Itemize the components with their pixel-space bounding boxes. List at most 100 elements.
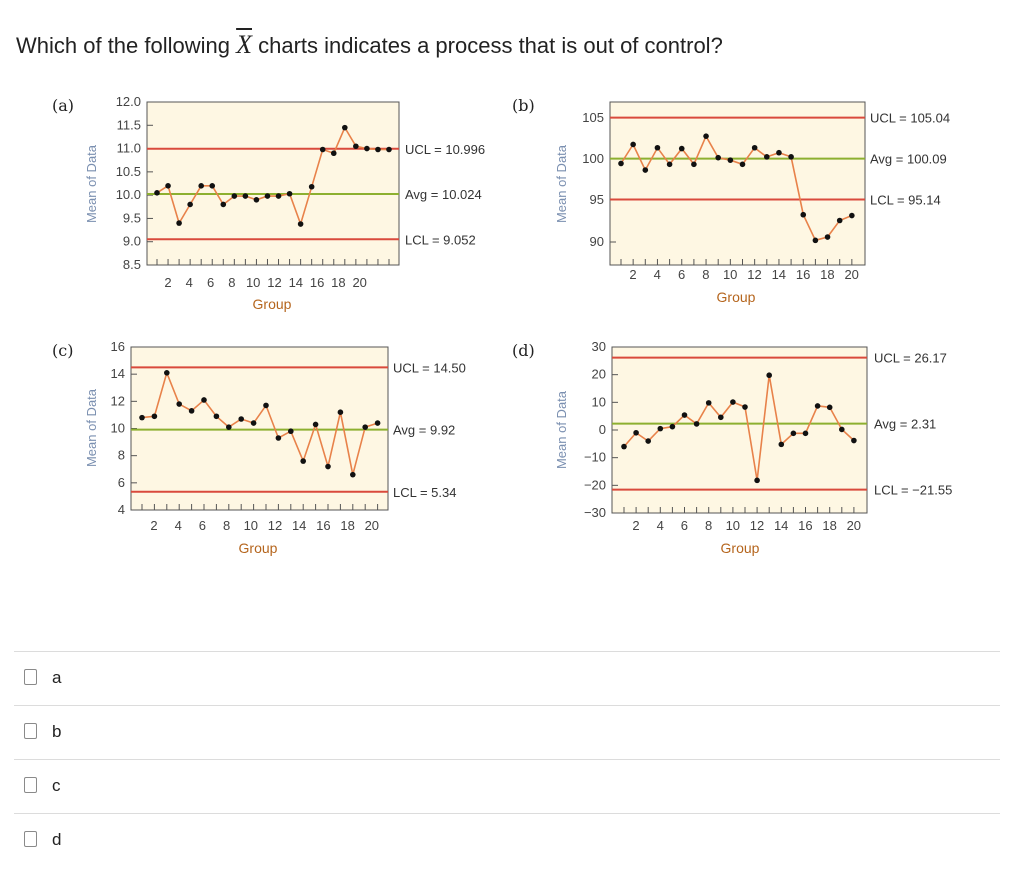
x-tick-label: 12 bbox=[750, 518, 764, 533]
data-point bbox=[220, 201, 227, 208]
y-axis-title: Mean of Data bbox=[554, 144, 569, 223]
data-point bbox=[300, 458, 307, 464]
y-tick-label: 11.0 bbox=[117, 141, 141, 156]
x-axis-title: Group bbox=[717, 289, 756, 305]
ucl-label: UCL = 10.996 bbox=[405, 142, 485, 157]
data-point bbox=[275, 435, 282, 441]
data-point bbox=[849, 212, 855, 219]
data-point bbox=[730, 399, 736, 405]
x-tick-label: 12 bbox=[268, 518, 282, 533]
lcl-label: LCL = −21.55 bbox=[874, 483, 952, 498]
data-point bbox=[151, 413, 158, 420]
data-point bbox=[681, 412, 688, 418]
x-tick-label: 20 bbox=[365, 518, 379, 533]
y-tick-label: 9.5 bbox=[123, 210, 141, 225]
avg-label: Avg = 100.09 bbox=[870, 152, 947, 167]
data-point bbox=[790, 430, 797, 437]
option-a[interactable]: a bbox=[14, 651, 1000, 705]
lcl-label: LCL = 5.34 bbox=[393, 485, 456, 500]
x-tick-label: 8 bbox=[223, 518, 230, 533]
y-tick-label: 11.5 bbox=[117, 117, 141, 132]
y-tick-label: 10 bbox=[111, 421, 125, 436]
chart-c-tag: (c) bbox=[52, 341, 74, 360]
data-point bbox=[242, 193, 249, 199]
option-c[interactable]: c bbox=[14, 759, 1000, 813]
data-point bbox=[264, 193, 271, 199]
option-a-checkbox[interactable] bbox=[24, 669, 37, 685]
data-point bbox=[824, 234, 831, 240]
x-tick-label: 14 bbox=[774, 518, 788, 533]
data-point bbox=[851, 437, 857, 444]
data-point bbox=[362, 424, 369, 430]
data-point bbox=[814, 403, 821, 409]
data-point bbox=[187, 201, 193, 208]
data-point bbox=[764, 154, 770, 160]
x-tick-label: 8 bbox=[228, 275, 235, 290]
data-point bbox=[286, 190, 293, 197]
chart-c-svg: 16 14 12 10 8 6 4 2 4 6 8 10 12 14 16 18 20 UCL = 14.50 Av… bbox=[84, 339, 466, 556]
y-tick-label: 10 bbox=[592, 394, 606, 409]
question-suffix: charts indicates a process that is out o… bbox=[252, 33, 723, 58]
chart-a-tag: (a) bbox=[52, 96, 75, 115]
option-c-label: c bbox=[52, 776, 61, 795]
data-point bbox=[209, 183, 216, 189]
x-tick-label: 16 bbox=[310, 275, 324, 290]
option-d[interactable]: d bbox=[14, 813, 1000, 867]
data-point bbox=[751, 144, 758, 151]
x-tick-label: 2 bbox=[632, 518, 639, 533]
data-point bbox=[766, 372, 772, 379]
data-point bbox=[778, 441, 785, 448]
x-tick-label: 20 bbox=[844, 267, 858, 282]
x-tick-label: 18 bbox=[331, 275, 345, 290]
option-b[interactable]: b bbox=[14, 705, 1000, 759]
x-tick-label: 16 bbox=[796, 267, 810, 282]
data-point bbox=[375, 146, 381, 153]
x-tick-label: 6 bbox=[681, 518, 688, 533]
option-d-checkbox[interactable] bbox=[24, 831, 37, 847]
data-point bbox=[633, 429, 639, 436]
data-point bbox=[308, 183, 315, 190]
option-d-label: d bbox=[52, 830, 62, 849]
data-point bbox=[754, 477, 760, 484]
data-point bbox=[836, 217, 843, 224]
y-tick-label: −20 bbox=[584, 477, 606, 492]
data-point bbox=[618, 160, 624, 167]
data-point bbox=[353, 143, 359, 150]
data-point bbox=[165, 183, 171, 189]
x-tick-label: 8 bbox=[705, 518, 712, 533]
x-tick-label: 4 bbox=[654, 267, 661, 282]
data-point bbox=[703, 133, 709, 139]
chart-b-svg: 105 100 95 90 2 4 6 8 10 12 14 16 18 20 UCL = 105.04 Av… bbox=[554, 101, 950, 305]
data-point bbox=[621, 443, 627, 450]
option-b-label: b bbox=[52, 722, 62, 741]
y-tick-label: 10.0 bbox=[116, 187, 141, 202]
data-point bbox=[788, 154, 794, 160]
x-tick-label: 6 bbox=[207, 275, 214, 290]
chart-d-svg: 30 20 10 0 −10 −20 −30 2 4 6 8 10 12 14 16 18 20 UCL = 26… bbox=[554, 339, 952, 556]
y-tick-label: 100 bbox=[582, 151, 604, 166]
option-c-checkbox[interactable] bbox=[24, 777, 37, 793]
x-tick-label: 16 bbox=[798, 518, 812, 533]
data-point bbox=[297, 221, 304, 227]
data-point bbox=[802, 430, 809, 437]
x-tick-label: 2 bbox=[629, 267, 636, 282]
option-b-checkbox[interactable] bbox=[24, 723, 37, 739]
data-point bbox=[776, 149, 782, 156]
y-tick-label: 9.0 bbox=[123, 234, 141, 249]
x-tick-label: 14 bbox=[772, 267, 786, 282]
y-tick-label: 95 bbox=[590, 192, 604, 207]
x-tick-label: 4 bbox=[186, 275, 193, 290]
x-tick-label: 2 bbox=[164, 275, 171, 290]
chart-a-svg: 12.0 11.5 11.0 10.5 10.0 9.5 9.0 8.5 2 4 6 8 10 12 14 1… bbox=[84, 94, 485, 312]
chart-d-tag: (d) bbox=[512, 341, 535, 360]
answer-options: a b c d bbox=[14, 651, 1000, 867]
ucl-label: UCL = 26.17 bbox=[874, 351, 947, 366]
x-tick-label: 6 bbox=[199, 518, 206, 533]
x-tick-label: 18 bbox=[820, 267, 834, 282]
data-point bbox=[839, 426, 845, 433]
x-bar-symbol: X bbox=[236, 30, 252, 59]
x-tick-label: 20 bbox=[352, 275, 366, 290]
x-tick-label: 6 bbox=[678, 267, 685, 282]
data-point bbox=[288, 428, 294, 435]
data-point bbox=[250, 420, 257, 426]
